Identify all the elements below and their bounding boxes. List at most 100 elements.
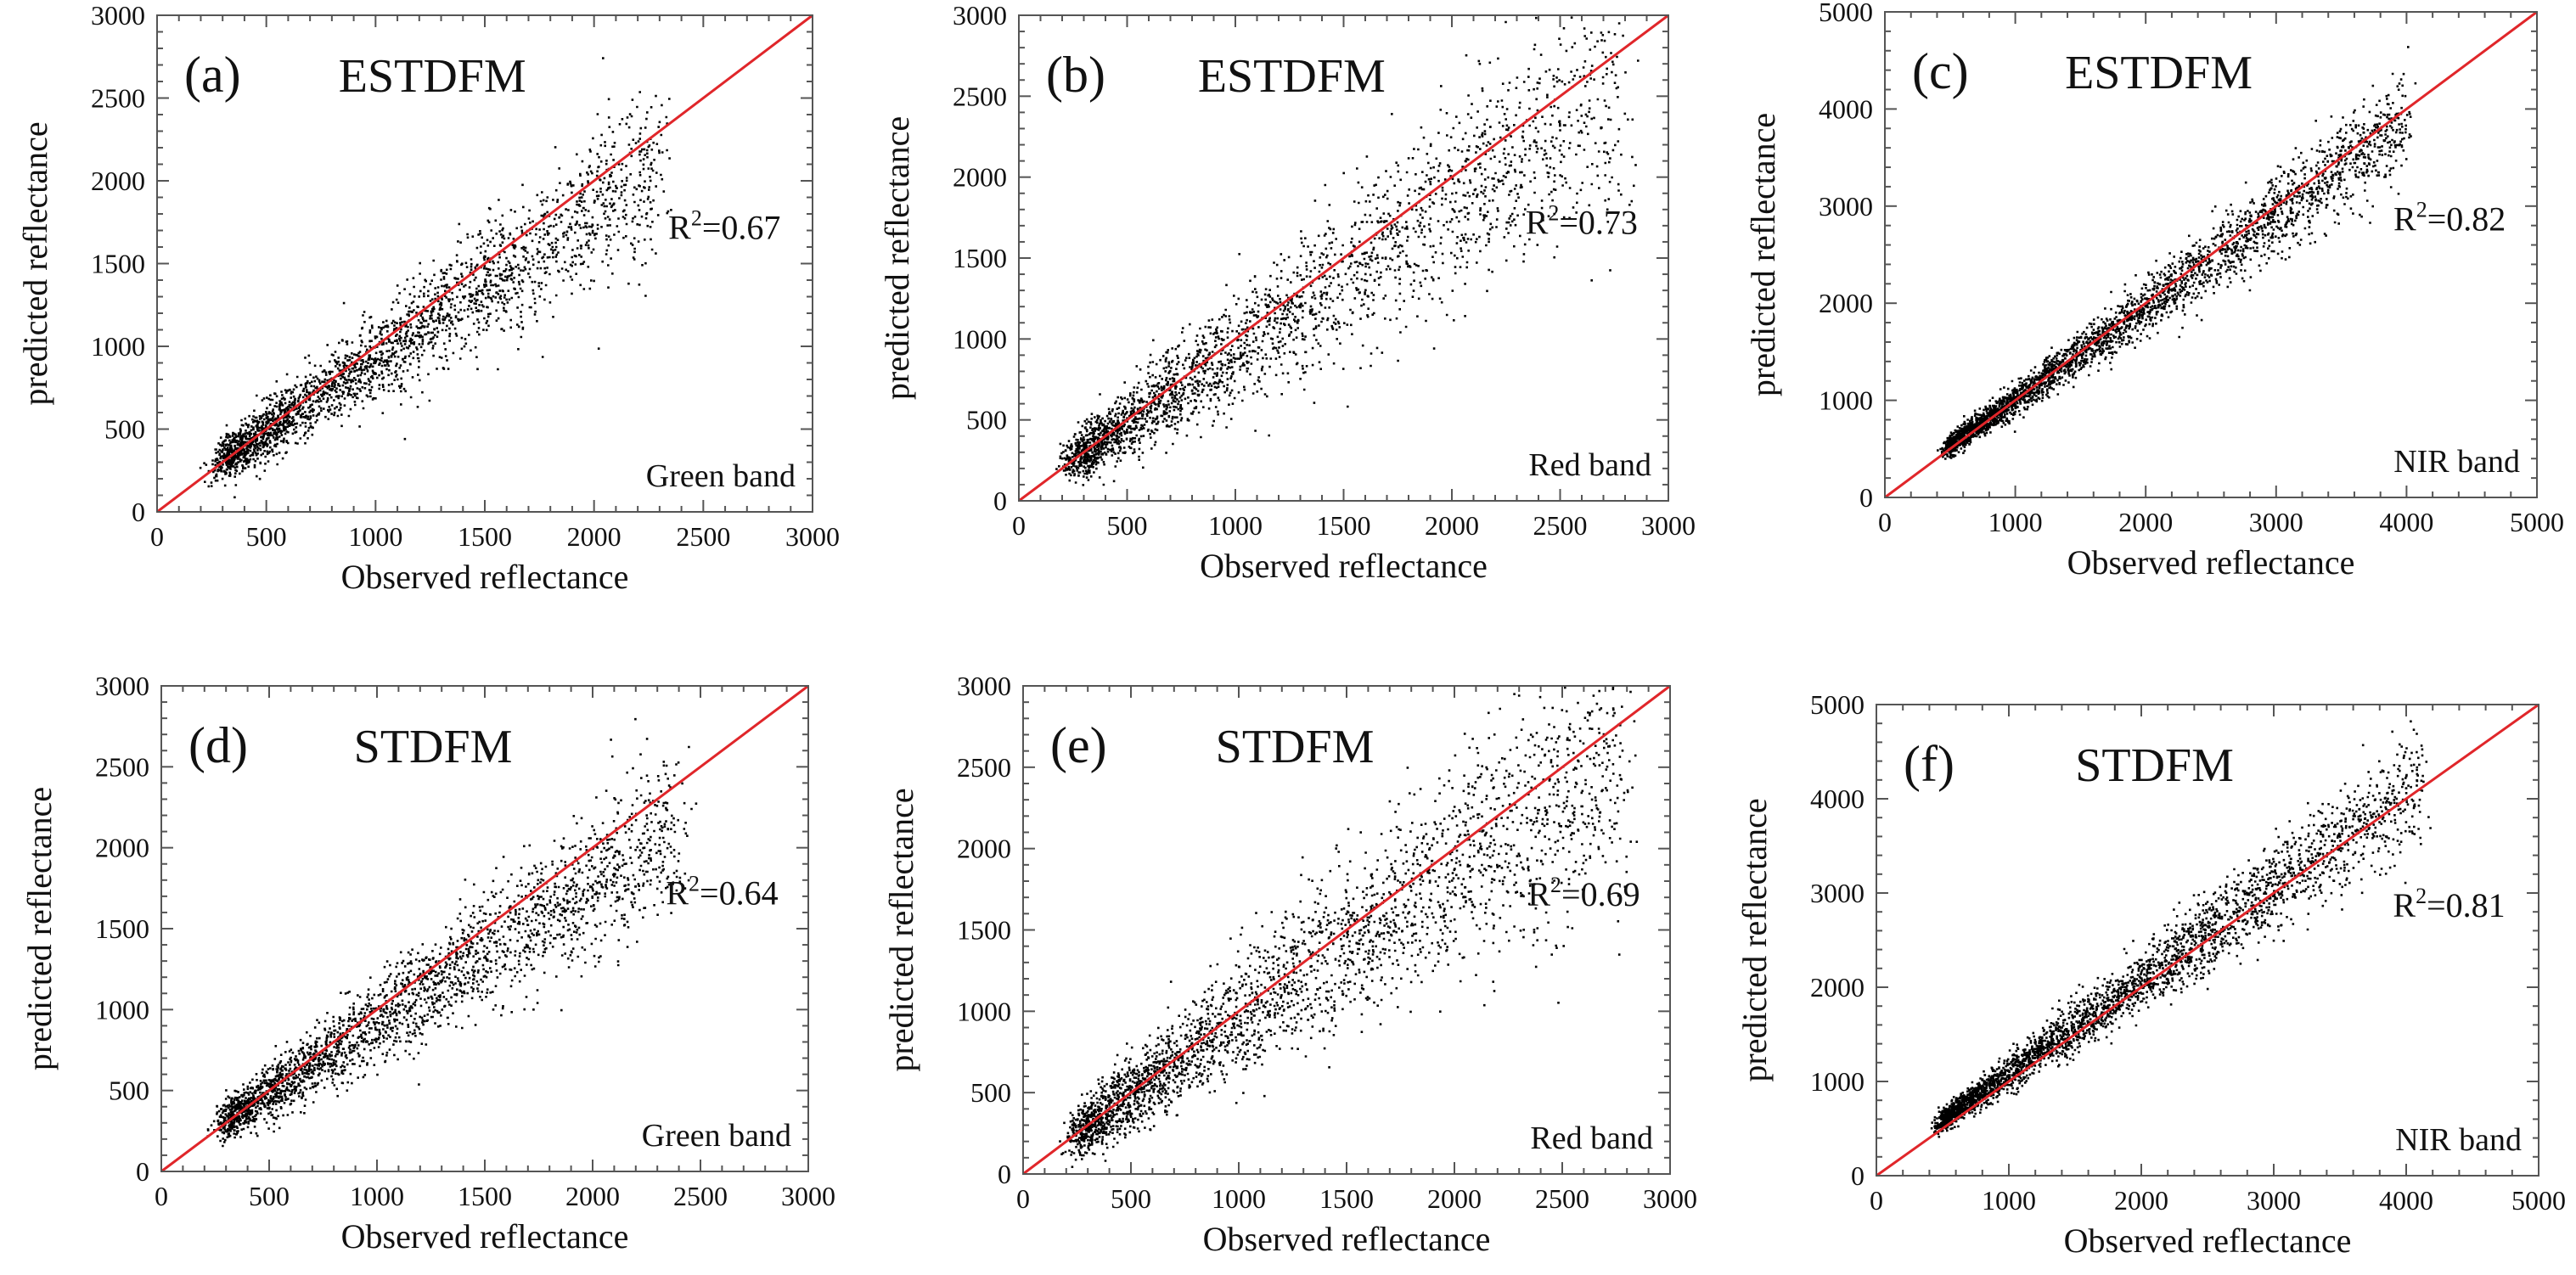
x-tick-label: 3000	[785, 521, 840, 552]
y-tick-label: 1000	[957, 996, 1011, 1026]
y-axis-title: predicted reflectance	[882, 788, 920, 1071]
y-axis-title: predicted reflectance	[16, 121, 54, 405]
r-squared-label: R2=0.64	[666, 871, 778, 912]
scatter-points	[1930, 720, 2432, 1138]
scatter-points	[199, 57, 672, 499]
y-axis-title: predicted reflectance	[1735, 798, 1774, 1081]
one-to-one-line	[1876, 703, 2539, 1177]
y-tick-label: 4000	[1810, 784, 1865, 814]
x-tick-label: 5000	[2510, 507, 2564, 537]
x-tick-label: 3000	[2249, 507, 2303, 537]
panel-letter: (b)	[1046, 47, 1105, 103]
y-axis-title: predicted reflectance	[878, 116, 916, 400]
band-label: Red band	[1530, 1121, 1653, 1156]
y-tick-label: 3000	[1819, 191, 1873, 222]
x-tick-label: 3000	[1643, 1183, 1697, 1214]
x-tick-label: 2000	[565, 1181, 620, 1211]
plot-frame	[1876, 704, 2539, 1177]
band-label: Red band	[1528, 447, 1651, 483]
y-tick-label: 2000	[957, 834, 1011, 864]
x-tick-label: 2000	[2118, 507, 2173, 537]
band-label: Green band	[642, 1118, 791, 1154]
x-tick-label: 2500	[1533, 510, 1588, 541]
panel-letter: (e)	[1050, 717, 1107, 773]
data-point-cloud	[206, 717, 698, 1148]
y-tick-label: 1500	[957, 915, 1011, 946]
y-tick-label: 500	[109, 1076, 149, 1106]
panel-e: 0 500 1000 1500 2000 2500 3000 0 500 1000 1500 2000…	[882, 671, 1697, 1258]
x-tick-label: 1000	[1988, 507, 2043, 537]
x-tick-label: 500	[249, 1181, 290, 1211]
y-tick-label: 500	[104, 414, 145, 445]
scatter-points	[206, 717, 698, 1148]
band-label: NIR band	[2395, 1122, 2522, 1158]
panel-c: 0 1000 2000 3000 4000 5000 0 1000 2000 3000 4000 50…	[1744, 0, 2564, 581]
x-tick-label: 5000	[2511, 1185, 2566, 1216]
y-tick-label: 1000	[1810, 1066, 1865, 1097]
x-tick-label: 1500	[1319, 1183, 1374, 1214]
y-tick-label: 2500	[957, 752, 1011, 783]
y-tick-label: 2000	[91, 166, 145, 196]
x-tick-label: 1000	[350, 1181, 404, 1211]
y-tick-label: 500	[970, 1077, 1011, 1108]
data-point-cloud	[199, 57, 672, 499]
y-tick-label: 5000	[1810, 689, 1865, 720]
method-title: ESTDFM	[2065, 47, 2253, 99]
method-title: STDFM	[354, 721, 513, 773]
y-tick-label: 0	[998, 1159, 1011, 1189]
x-tick-label: 4000	[2379, 1185, 2433, 1216]
x-tick-label: 0	[150, 521, 164, 552]
plot-frame	[1884, 11, 2538, 498]
x-tick-label: 0	[1870, 1185, 1883, 1216]
x-axis-title: Observed reflectance	[2067, 543, 2355, 581]
y-tick-label: 0	[1859, 482, 1873, 513]
y-tick-label: 2500	[95, 751, 149, 782]
y-tick-label: 2000	[1819, 288, 1873, 318]
y-tick-label: 1500	[95, 913, 149, 944]
y-tick-label: 1000	[953, 323, 1007, 354]
band-label: NIR band	[2393, 444, 2520, 480]
x-tick-label: 2000	[1425, 510, 1479, 541]
method-title: STDFM	[1216, 721, 1375, 773]
y-tick-label: 2000	[1810, 972, 1865, 1003]
data-point-cloud	[1937, 46, 2417, 460]
x-tick-label: 1000	[1212, 1183, 1266, 1214]
y-tick-label: 0	[993, 486, 1007, 516]
scatter-points	[1055, 16, 1640, 486]
scatter-points	[1937, 46, 2417, 460]
panel-letter: (d)	[188, 717, 248, 773]
x-tick-label: 2000	[2114, 1185, 2168, 1216]
r-squared-label: R2=0.69	[1527, 873, 1640, 913]
x-tick-label: 2000	[567, 521, 622, 552]
r-squared-label: R2=0.67	[668, 205, 780, 246]
one-to-one-line	[1018, 14, 1669, 503]
x-tick-label: 1500	[1317, 510, 1371, 541]
x-tick-label: 2500	[673, 1181, 728, 1211]
method-title: ESTDFM	[1198, 50, 1386, 103]
x-tick-label: 1000	[348, 521, 402, 552]
y-tick-label: 1500	[91, 249, 145, 279]
panel-a: 0 500 1000 1500 2000 2500 3000 0 500 1000 1500 2000…	[16, 0, 840, 596]
data-point-cloud	[1055, 16, 1640, 486]
x-tick-label: 3000	[1641, 510, 1696, 541]
y-tick-label: 3000	[91, 0, 145, 31]
panel-f: 0 1000 2000 3000 4000 5000 0 1000 2000 3000 4000 50…	[1735, 689, 2566, 1260]
panel-letter: (f)	[1904, 736, 1954, 792]
y-tick-label: 1000	[95, 994, 149, 1025]
panel-letter: (a)	[184, 47, 241, 103]
x-tick-label: 2000	[1427, 1183, 1482, 1214]
x-tick-label: 1500	[458, 1181, 512, 1211]
y-tick-label: 4000	[1819, 93, 1873, 124]
x-tick-label: 2500	[676, 521, 730, 552]
band-label: Green band	[646, 458, 796, 494]
x-axis-title: Observed reflectance	[1200, 547, 1488, 585]
x-tick-label: 0	[1012, 510, 1026, 541]
y-tick-label: 3000	[957, 671, 1011, 701]
panel-d: 0 500 1000 1500 2000 2500 3000 0 500 1000 1500 2000…	[20, 671, 835, 1255]
one-to-one-line	[1022, 684, 1671, 1176]
x-tick-label: 3000	[781, 1181, 835, 1211]
y-tick-label: 0	[1851, 1160, 1865, 1191]
y-axis-title: predicted reflectance	[20, 787, 59, 1070]
